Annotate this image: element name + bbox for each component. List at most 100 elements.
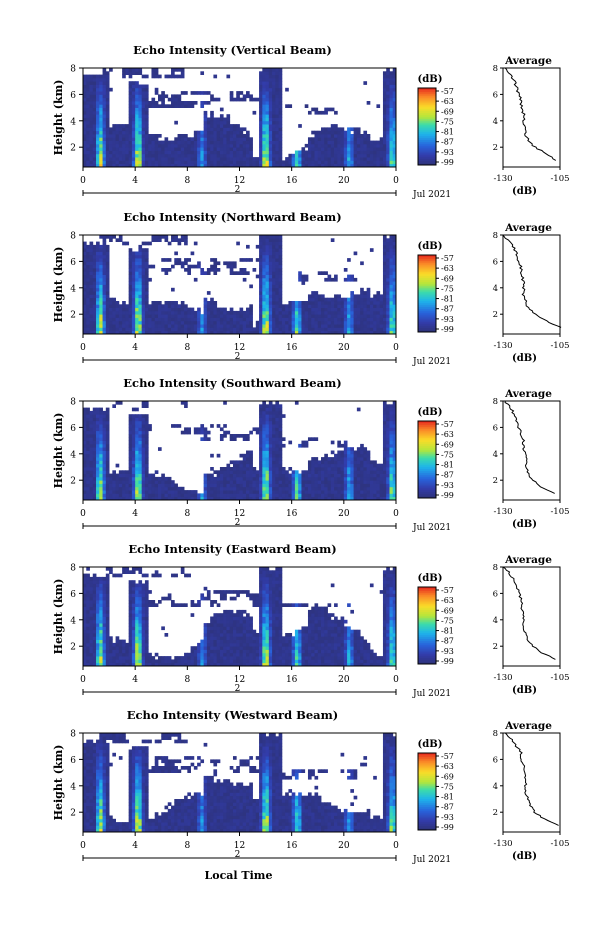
heatmap-cell xyxy=(148,143,152,148)
heatmap-cell xyxy=(239,91,244,95)
average-y-tick-label: 6 xyxy=(493,257,498,267)
heatmap-cell xyxy=(122,486,126,491)
colorbar-segment xyxy=(418,480,436,484)
heatmap-cell xyxy=(249,143,253,148)
heatmap-cell xyxy=(366,490,371,494)
heatmap-cell xyxy=(184,261,188,266)
heatmap-cell xyxy=(86,616,90,621)
heatmap-cell xyxy=(206,327,211,332)
heatmap-cell xyxy=(174,324,178,328)
heatmap-cell xyxy=(327,301,332,305)
heatmap-cell xyxy=(291,480,296,484)
heatmap-cell xyxy=(272,281,276,285)
heatmap-cell xyxy=(259,268,263,272)
heatmap-cell xyxy=(389,101,394,105)
heatmap-cell xyxy=(301,320,306,325)
heatmap-cell xyxy=(180,261,185,266)
heatmap-cell xyxy=(389,434,394,438)
heatmap-cell xyxy=(376,140,381,145)
heatmap-cell xyxy=(226,314,231,318)
heatmap-cell xyxy=(177,324,182,328)
heatmap-cell xyxy=(105,110,110,115)
heatmap-cell xyxy=(262,320,266,325)
heatmap-cell xyxy=(278,424,283,428)
heatmap-cell xyxy=(216,483,221,488)
heatmap-cell xyxy=(232,330,237,335)
heatmap-cell xyxy=(301,473,306,478)
heatmap-cell xyxy=(125,130,130,135)
heatmap-cell xyxy=(216,320,221,325)
heatmap-cell xyxy=(135,301,139,305)
heatmap-cell xyxy=(92,261,97,266)
heatmap-cell xyxy=(229,480,234,484)
heatmap-cell xyxy=(327,277,332,282)
heatmap-cell xyxy=(304,486,309,491)
heatmap-cell xyxy=(164,496,169,501)
average-x-tick-label: -130 xyxy=(493,341,512,351)
heatmap-cell xyxy=(252,160,257,165)
heatmap-cell xyxy=(382,81,387,85)
heatmap-cell xyxy=(392,157,397,161)
heatmap-cell xyxy=(330,134,335,138)
heatmap-cell xyxy=(389,457,394,461)
heatmap-cell xyxy=(164,327,169,332)
heatmap-cell xyxy=(386,97,390,102)
heatmap-cell xyxy=(102,163,107,168)
heatmap-cell xyxy=(363,147,368,151)
heatmap-cell xyxy=(382,277,387,282)
heatmap-cell xyxy=(382,94,387,99)
colorbar-segment xyxy=(418,278,436,281)
heatmap-cell xyxy=(128,467,133,471)
heatmap-cell xyxy=(144,483,149,488)
heatmap-cell xyxy=(321,460,325,465)
heatmap-cell xyxy=(180,490,185,494)
heatmap-cell xyxy=(389,127,394,132)
heatmap-cell xyxy=(382,291,387,295)
heatmap-cell xyxy=(105,467,110,471)
heatmap-cell xyxy=(200,71,205,75)
heatmap-cell xyxy=(294,496,299,501)
heatmap-cell xyxy=(307,301,312,305)
heatmap-cell xyxy=(229,437,234,441)
heatmap-cell xyxy=(86,437,90,441)
heatmap-cell xyxy=(144,287,149,292)
heatmap-cell xyxy=(219,127,224,132)
heatmap-cell xyxy=(105,410,110,415)
heatmap-cell xyxy=(210,264,214,269)
heatmap-cell xyxy=(294,314,299,318)
heatmap-cell xyxy=(92,153,97,158)
heatmap-cell xyxy=(275,235,280,239)
heatmap-cell xyxy=(141,443,146,448)
heatmap-cell xyxy=(141,414,146,418)
heatmap-cell xyxy=(99,104,103,108)
heatmap-cell xyxy=(366,101,371,105)
heatmap-cell xyxy=(83,271,87,275)
heatmap-cell xyxy=(265,414,270,418)
colorbar-segment xyxy=(418,113,436,116)
heatmap-cell xyxy=(242,324,247,328)
heatmap-cell xyxy=(363,480,368,484)
heatmap-cell xyxy=(275,153,280,158)
heatmap-cell xyxy=(144,281,149,285)
heatmap-cell xyxy=(229,493,234,498)
heatmap-cell xyxy=(389,304,394,308)
heatmap-cell xyxy=(187,163,191,168)
heatmap-cell xyxy=(89,476,94,481)
heatmap-cell xyxy=(382,414,387,418)
heatmap-cell xyxy=(83,463,87,468)
heatmap-cell xyxy=(382,401,387,405)
heatmap-cell xyxy=(321,294,325,299)
heatmap-cell xyxy=(135,437,139,441)
heatmap-cell xyxy=(304,163,309,168)
heatmap-cell xyxy=(363,160,368,165)
heatmap-cell xyxy=(83,264,87,269)
heatmap-cell xyxy=(164,483,169,488)
heatmap-cell xyxy=(102,447,107,451)
heatmap-cell xyxy=(382,238,387,242)
heatmap-cell xyxy=(259,301,263,305)
heatmap-cell xyxy=(190,137,195,141)
heatmap-cell xyxy=(379,310,384,315)
heatmap-cell xyxy=(392,91,397,95)
heatmap-cell xyxy=(259,137,263,141)
heatmap-cell xyxy=(249,258,253,262)
